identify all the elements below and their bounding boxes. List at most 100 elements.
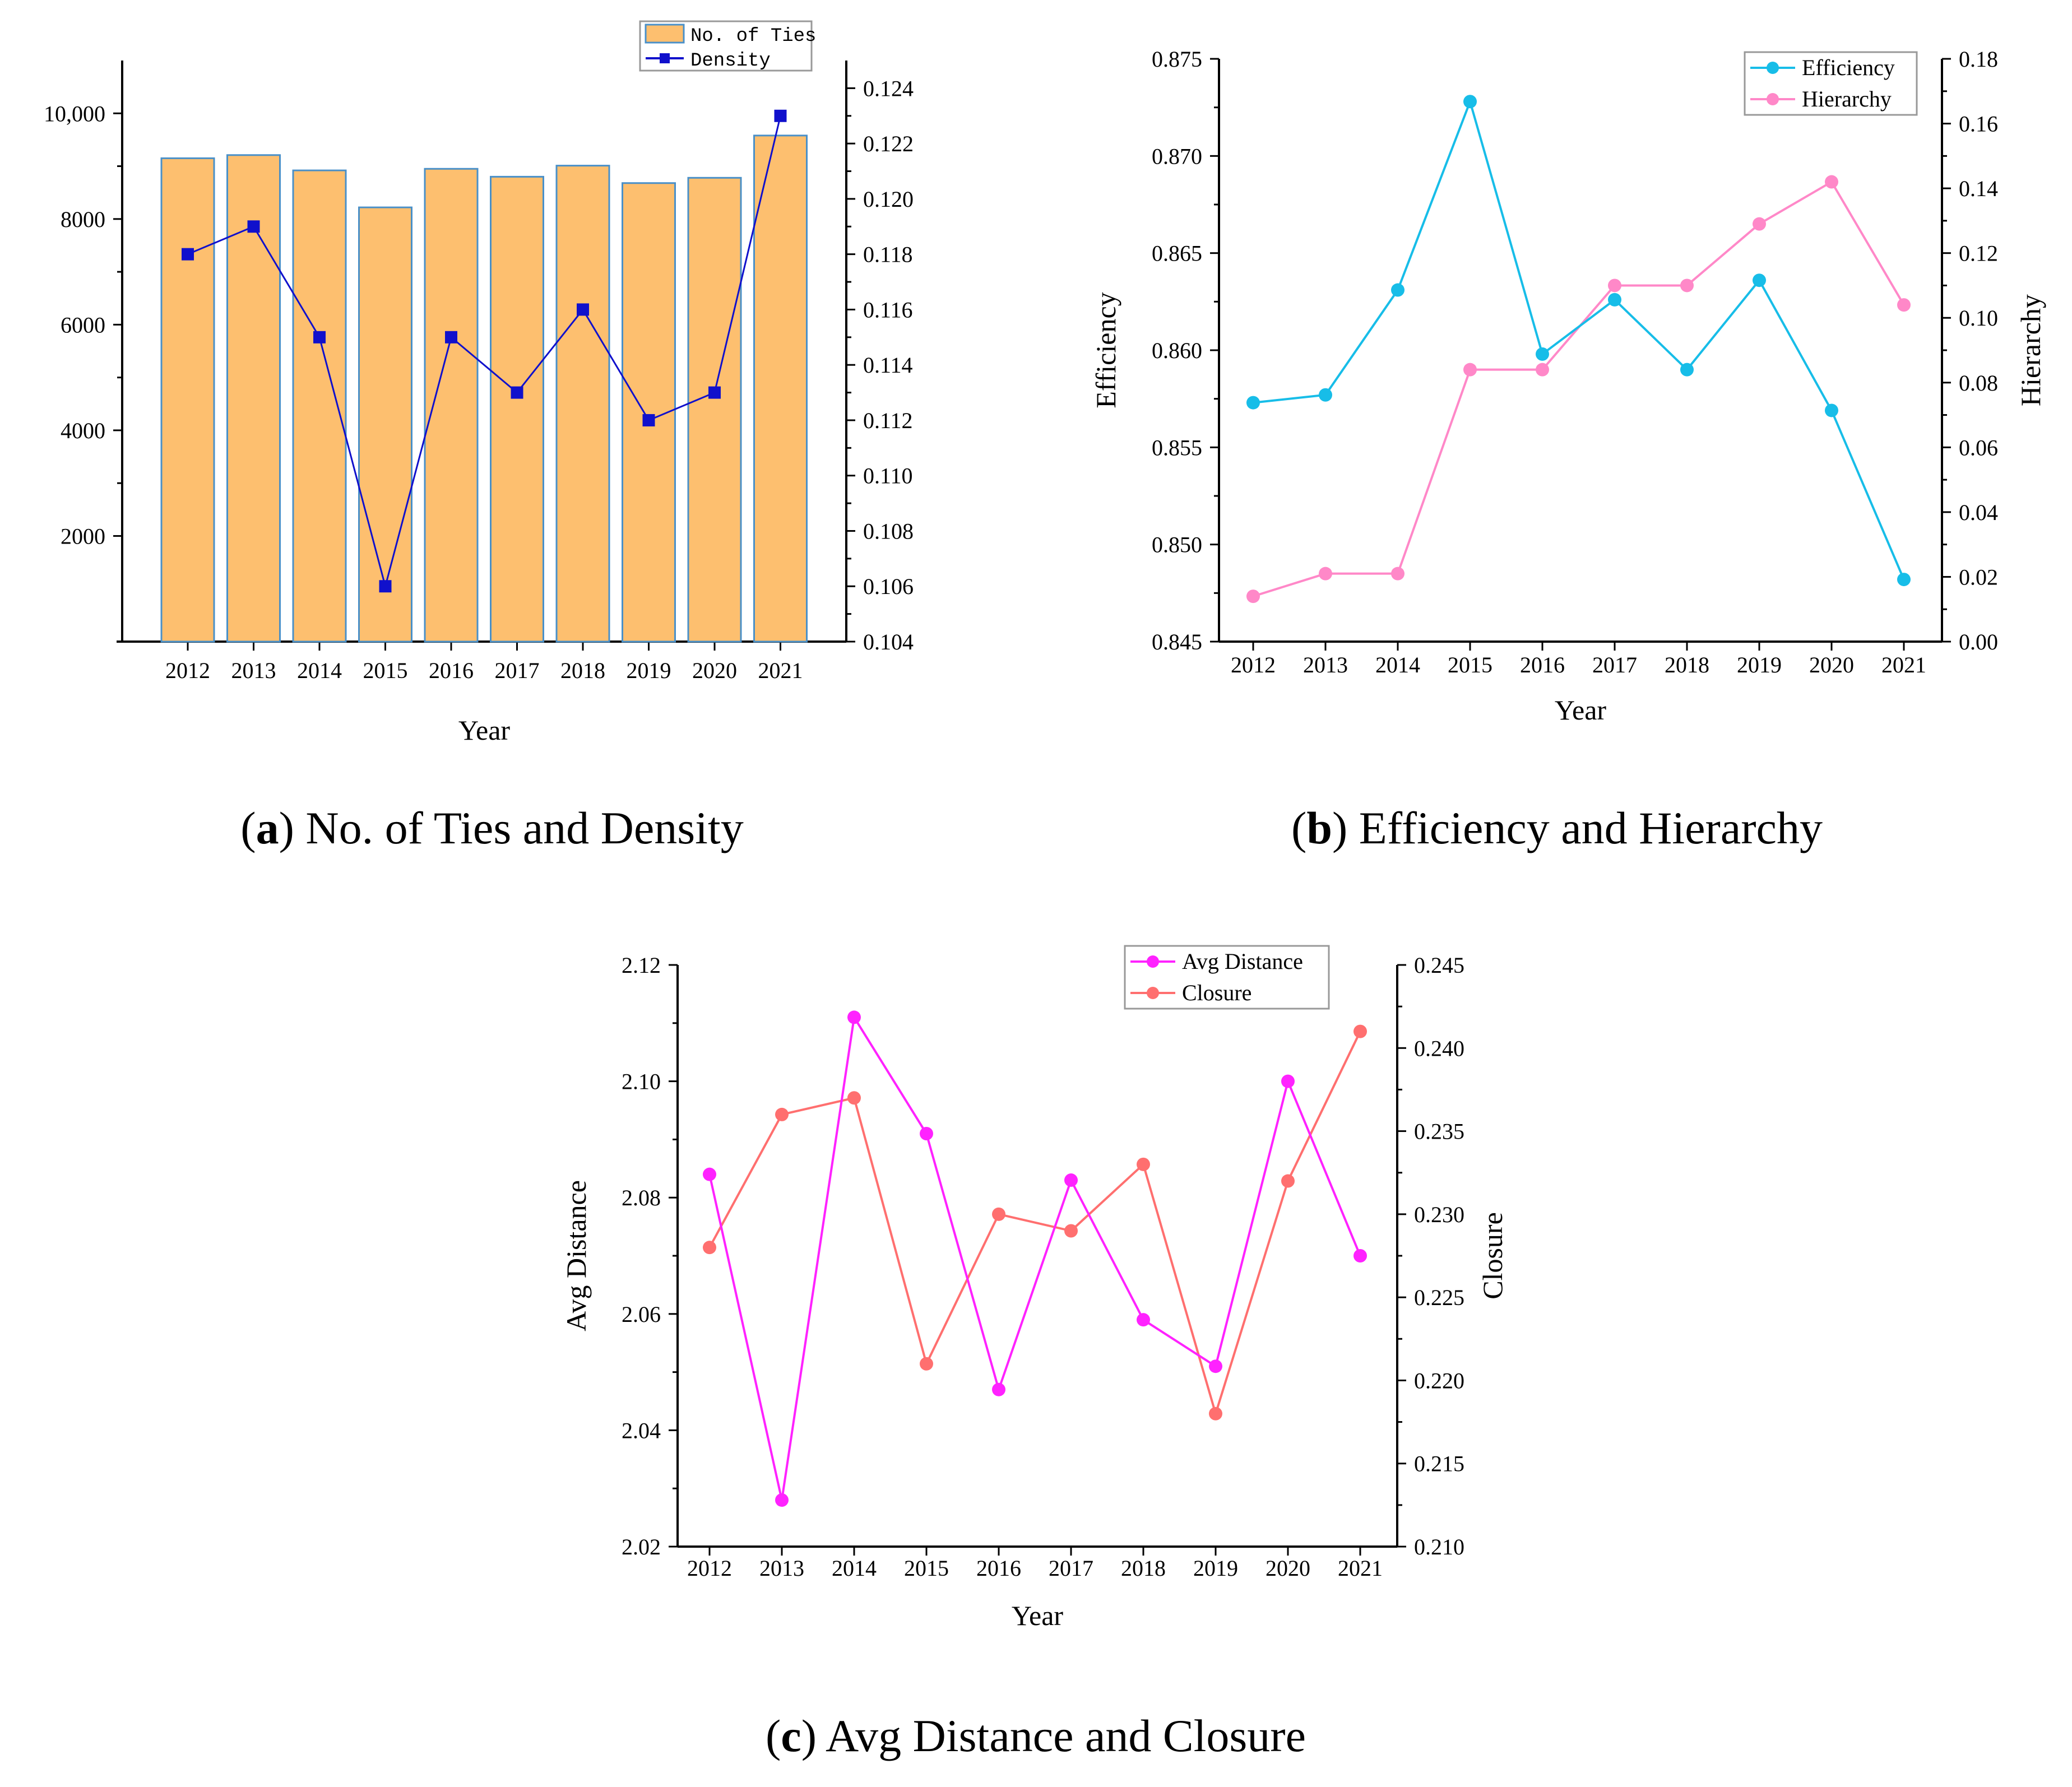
left-tick-label: 2.08: [622, 1185, 661, 1210]
legend-swatch-marker: [1147, 955, 1159, 968]
x-tick-label: 2016: [429, 658, 474, 683]
avg-distance-line: [708, 1014, 1361, 1501]
right-tick-label: 0.104: [863, 629, 914, 655]
right-tick-label: 0.114: [863, 352, 913, 378]
closure-point: [703, 1241, 716, 1255]
hierarchy-point: [1246, 590, 1260, 604]
closure-point: [1064, 1224, 1078, 1238]
hierarchy-point: [1825, 175, 1838, 189]
right-tick-label: 0.220: [1414, 1368, 1464, 1393]
x-tick-label: 2017: [1049, 1556, 1093, 1581]
closure-point: [1353, 1024, 1367, 1038]
panel-b-chart: 0.845 0.850 0.855 0.860 0.865 0.870 0.875 0.00 0…: [1090, 47, 2046, 726]
bar: [490, 175, 544, 643]
hierarchy-line: [1253, 180, 1905, 598]
right-tick-label: 0.14: [1959, 176, 1998, 201]
x-tick-label: 2021: [1881, 652, 1926, 677]
closure-point: [1281, 1174, 1295, 1188]
panel-a-chart: 2000 4000 6000 8000 10,000 0.104 0.106 0.108 0.1…: [44, 20, 914, 746]
x-tick-label: 2018: [1665, 652, 1709, 677]
right-axis-title: Hierarchy: [2015, 294, 2046, 406]
x-tick-label: 2017: [1592, 652, 1637, 677]
x-tick-label: 2018: [1121, 1556, 1166, 1581]
left-tick-label: 6000: [61, 312, 105, 337]
efficiency-point: [1825, 403, 1838, 417]
caption-c-letter: c: [781, 1710, 801, 1761]
right-tick-label: 0.240: [1414, 1036, 1464, 1061]
hierarchy-point: [1753, 217, 1766, 231]
x-tick-label: 2019: [1737, 652, 1782, 677]
left-tick-label: 0.870: [1152, 143, 1202, 169]
density-point: [511, 386, 523, 399]
caption-c: (c) Avg Distance and Closure: [766, 1710, 1306, 1761]
avg-distance-point: [703, 1167, 716, 1181]
x-axis-title: Year: [1012, 1600, 1063, 1631]
density-point: [379, 580, 392, 593]
x-tick-label: 2016: [1520, 652, 1565, 677]
x-tick-label: 2014: [1375, 652, 1420, 677]
left-tick-label: 2.06: [622, 1302, 661, 1327]
caption-a-letter: a: [256, 802, 279, 853]
avg-distance-point: [1281, 1074, 1295, 1088]
legend-label: Avg Distance: [1182, 949, 1303, 974]
right-tick-label: 0.106: [863, 574, 914, 599]
right-tick-label: 0.112: [863, 408, 913, 433]
density-point: [577, 303, 589, 316]
density-point: [708, 386, 721, 399]
x-tick-label: 2019: [1193, 1556, 1238, 1581]
legend-swatch-marker: [1767, 62, 1779, 74]
right-tick-label: 0.02: [1959, 564, 1998, 590]
right-tick-label: 0.08: [1959, 370, 1998, 396]
legend-box: [1124, 945, 1330, 1010]
right-tick-label: 0.225: [1414, 1285, 1464, 1310]
left-tick-label: 2.04: [622, 1418, 661, 1443]
efficiency-point: [1246, 396, 1260, 410]
caption-b-letter: b: [1306, 802, 1332, 853]
left-tick-label: 0.855: [1152, 435, 1202, 460]
hierarchy-point: [1391, 567, 1404, 581]
x-axis-title: Year: [458, 714, 510, 746]
efficiency-point: [1463, 95, 1477, 109]
right-tick-label: 0.210: [1414, 1534, 1464, 1559]
left-tick-label: 0.845: [1152, 629, 1202, 655]
x-tick-label: 2020: [692, 658, 737, 683]
closure-line: [708, 1031, 1361, 1418]
hierarchy-point: [1897, 298, 1911, 312]
x-tick-label: 2021: [758, 658, 803, 683]
caption-c-text: Avg Distance and Closure: [826, 1710, 1306, 1761]
efficiency-point: [1608, 293, 1621, 307]
bar: [226, 154, 281, 643]
legend-swatch-marker: [1147, 987, 1159, 999]
right-tick-label: 0.230: [1414, 1202, 1464, 1227]
efficiency-point: [1319, 388, 1332, 402]
avg-distance-point: [847, 1010, 861, 1024]
x-tick-label: 2012: [1231, 652, 1276, 677]
legend-label: Closure: [1182, 980, 1251, 1005]
legend-swatch-marker: [660, 53, 670, 63]
efficiency-point: [1391, 283, 1404, 297]
x-tick-label: 2020: [1809, 652, 1854, 677]
bar: [160, 157, 215, 643]
x-tick-label: 2013: [1303, 652, 1348, 677]
density-point: [445, 331, 457, 344]
caption-a-text: No. of Ties and Density: [305, 802, 743, 853]
right-axis-title: Closure: [1477, 1212, 1508, 1299]
right-tick-label: 0.120: [863, 187, 914, 212]
x-tick-label: 2015: [904, 1556, 949, 1581]
right-tick-label: 0.12: [1959, 241, 1998, 266]
density-point: [247, 220, 260, 233]
left-tick-label: 2.02: [622, 1534, 661, 1559]
density-line: [187, 115, 781, 590]
right-tick-label: 0.124: [863, 76, 914, 101]
efficiency-point: [1536, 347, 1549, 361]
right-tick-label: 0.245: [1414, 953, 1464, 978]
left-tick-label: 0.850: [1152, 532, 1202, 558]
caption-b-text: Efficiency and Hierarchy: [1359, 802, 1823, 853]
density-point: [774, 109, 787, 122]
efficiency-point: [1680, 363, 1694, 377]
avg-distance-point: [920, 1127, 933, 1141]
avg-distance-point: [1353, 1249, 1367, 1262]
density-point: [313, 331, 326, 344]
right-tick-label: 0.215: [1414, 1451, 1464, 1477]
x-tick-label: 2015: [1448, 652, 1492, 677]
